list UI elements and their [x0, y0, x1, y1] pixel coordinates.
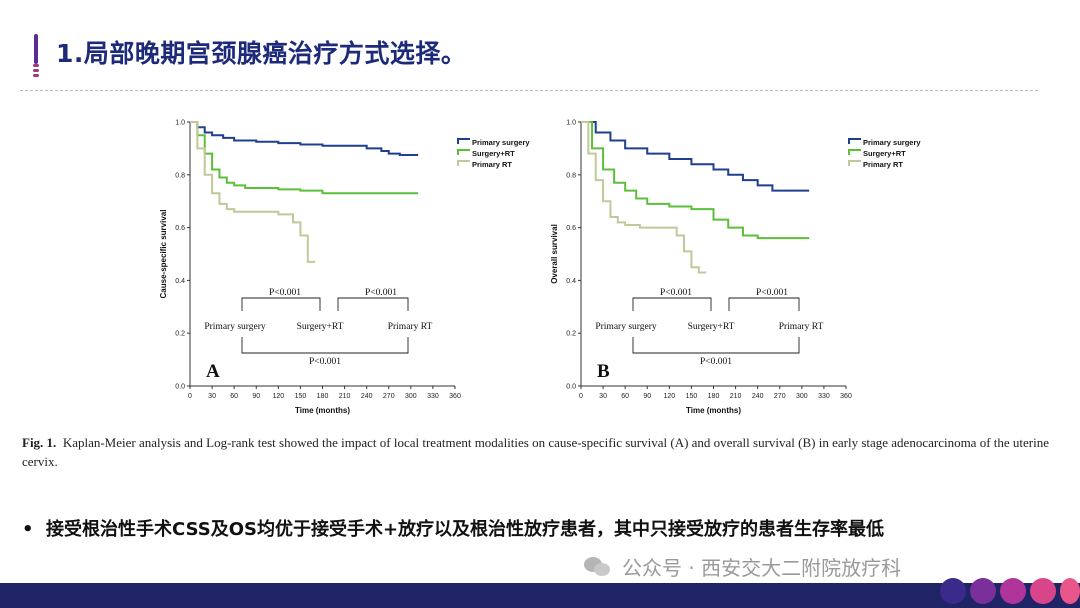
title-divider [20, 90, 1038, 91]
panel-b-bracket-left [632, 297, 712, 311]
panel-a-p-right: P<0.001 [365, 288, 397, 298]
panel-b-series-primary-rt [581, 121, 707, 274]
panel-b-legend-swatch [848, 160, 861, 166]
panel-a-legend-swatch [457, 160, 470, 166]
panel-a-series-surgery-rt [190, 121, 419, 195]
panel-a-x-tick-label: 240 [361, 393, 373, 400]
panel-a-x-axis-label: Time (months) [295, 406, 350, 415]
panel-a-y-tick-label: 0.6 [175, 225, 185, 232]
panel-a-x-tick-label: 270 [383, 393, 395, 400]
panel-b-legend-swatch [848, 149, 861, 155]
title-accent-dots [33, 64, 39, 79]
panel-a-x-tick-label: 150 [295, 393, 307, 400]
panel-a-x-tick-label: 330 [427, 393, 439, 400]
panel-b-panel-letter: B [597, 361, 610, 382]
panel-b-legend-label: Primary surgery [863, 138, 921, 147]
bullet-point: • 接受根治性手术CSS及OS均优于接受手术+放疗以及根治性放疗患者，其中只接受… [22, 519, 885, 540]
panel-b-p-bottom: P<0.001 [700, 357, 732, 367]
panel-b-group-label: Primary RT [779, 322, 824, 332]
panel-b-x-tick-label: 210 [730, 393, 742, 400]
panel-b-x-tick-label: 150 [686, 393, 698, 400]
panel-b-p-left: P<0.001 [660, 288, 692, 298]
panel-b-x-tick-label: 360 [840, 393, 852, 400]
watermark: 公众号 · 西安交大二附院放疗科 [584, 552, 901, 581]
panel-b-y-tick-label: 0.0 [566, 384, 576, 391]
panel-b-group-label: Surgery+RT [688, 322, 735, 332]
panel-a-bracket-left [241, 297, 321, 311]
panel-b-bracket-right [728, 297, 800, 311]
panel-b-y-tick-label: 0.8 [566, 172, 576, 179]
panel-b-series-surgery-rt [581, 121, 810, 240]
panel-a-legend-label: Primary RT [472, 160, 512, 169]
panel-a-group-label: Primary RT [388, 322, 433, 332]
panel-b-p-right: P<0.001 [756, 288, 788, 298]
panel-a-x-tick-label: 120 [272, 393, 284, 400]
panel-b-series-primary-surgery [581, 121, 810, 192]
panel-a-y-tick-label: 0.8 [175, 172, 185, 179]
panel-a-x-tick-label: 180 [317, 393, 329, 400]
panel-a-x-tick-label: 30 [208, 393, 216, 400]
panel-a-y-tick-label: 0.0 [175, 384, 185, 391]
panel-a-x-tick-label: 360 [449, 393, 461, 400]
panel-b-x-tick-label: 90 [643, 393, 651, 400]
title-accent-bar [34, 34, 38, 64]
slide-title: 1.局部晚期宫颈腺癌治疗方式选择。 [56, 39, 467, 68]
panel-b-legend-label: Surgery+RT [863, 149, 906, 158]
panel-b-y-tick-label: 0.2 [566, 331, 576, 338]
panel-b-bracket-bottom [632, 337, 800, 354]
panel-b-x-tick-label: 300 [796, 393, 808, 400]
caption-label: Fig. 1. [22, 435, 57, 450]
panel-a-p-left: P<0.001 [269, 288, 301, 298]
panel-b-legend-label: Primary RT [863, 160, 903, 169]
figure-caption: Fig. 1. Kaplan-Meier analysis and Log-ra… [22, 433, 1070, 471]
panel-a-bracket-bottom [241, 337, 409, 354]
panel-a-x-tick-label: 90 [252, 393, 260, 400]
panel-a-p-bottom: P<0.001 [309, 357, 341, 367]
panel-b-y-tick-label: 1.0 [566, 120, 576, 127]
panel-b-x-tick-label: 60 [621, 393, 629, 400]
panel-b-y-tick-label: 0.4 [566, 278, 576, 285]
panel-a-y-axis-label: Cause-specific survival [159, 210, 168, 299]
panel-a-x-tick-label: 60 [230, 393, 238, 400]
panel-b-x-tick-label: 240 [752, 393, 764, 400]
panel-a-bracket-right [337, 297, 409, 311]
panel-a-x-tick-label: 210 [339, 393, 351, 400]
panel-a-y-tick-label: 0.4 [175, 278, 185, 285]
panel-a-series-primary-surgery [190, 121, 419, 156]
footer-bar [0, 583, 1080, 608]
panel-a-panel-letter: A [206, 361, 220, 382]
caption-text: Kaplan-Meier analysis and Log-rank test … [22, 435, 1050, 469]
panel-b-x-tick-label: 180 [708, 393, 720, 400]
panel-a-x-tick-label: 0 [188, 393, 192, 400]
panel-b-x-tick-label: 120 [663, 393, 675, 400]
panel-b-legend-swatch [848, 138, 861, 144]
panel-a-series-primary-rt [190, 121, 316, 263]
panel-b-x-tick-label: 270 [774, 393, 786, 400]
panel-a-x-tick-label: 300 [405, 393, 417, 400]
panel-b-y-tick-label: 0.6 [566, 225, 576, 232]
panel-a-group-label: Primary surgery [204, 322, 266, 332]
panel-a-legend-label: Surgery+RT [472, 149, 515, 158]
panel-a-legend-swatch [457, 149, 470, 155]
km-figure: 0 30 60 90 120 150 180 210 240 270 300 330 3600.00.2… [159, 120, 921, 416]
panel-a-group-label: Surgery+RT [297, 322, 344, 332]
panel-a-y-tick-label: 0.2 [175, 331, 185, 338]
watermark-text: 公众号 · 西安交大二附院放疗科 [622, 556, 902, 580]
panel-a-y-tick-label: 1.0 [175, 120, 185, 127]
panel-b-x-axis-label: Time (months) [686, 406, 741, 415]
panel-b-x-tick-label: 0 [579, 393, 583, 400]
panel-b-group-label: Primary surgery [595, 322, 657, 332]
panel-a-legend-swatch [457, 138, 470, 144]
wechat-icon [584, 556, 612, 577]
panel-a-legend-label: Primary surgery [472, 138, 530, 147]
panel-b-x-tick-label: 330 [818, 393, 830, 400]
panel-b-x-tick-label: 30 [599, 393, 607, 400]
panel-b-y-axis-label: Overall survival [550, 224, 559, 284]
bullet-text: 接受根治性手术CSS及OS均优于接受手术+放疗以及根治性放疗患者，其中只接受放疗… [46, 519, 885, 540]
